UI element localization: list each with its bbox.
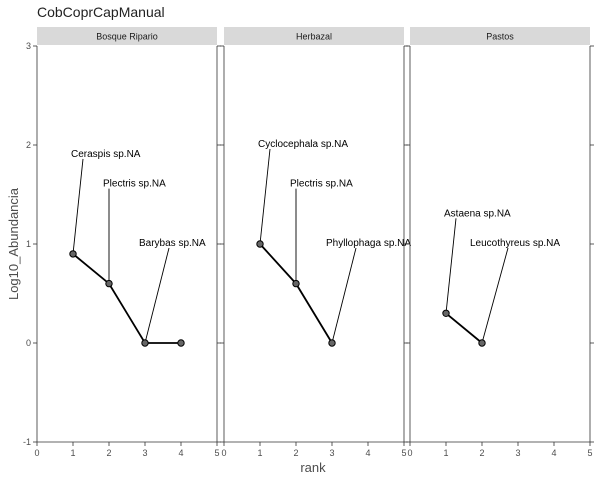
x-tick-label: 4 (551, 448, 556, 458)
data-point (256, 240, 264, 248)
x-tick-label: 1 (70, 448, 75, 458)
data-point (69, 250, 77, 258)
label-leader-line (481, 247, 509, 344)
species-label: Plectris sp.NA (103, 179, 166, 190)
data-point (478, 339, 486, 347)
y-tick-label: 0 (26, 338, 31, 348)
x-tick-label: 1 (257, 448, 262, 458)
x-tick-label: 4 (178, 448, 183, 458)
facet-panel: Herbazal 0 1 2 3 4 5 Cyclocephala sp.NA Plectris… (220, 27, 411, 458)
x-tick-label: 5 (214, 448, 219, 458)
species-label: Barybas sp.NA (139, 238, 206, 249)
facet-strip (37, 27, 217, 45)
species-label: Cyclocephala sp.NA (258, 139, 348, 150)
y-tick-label: -1 (23, 437, 31, 447)
label-leader-line (445, 218, 457, 314)
facet-strip-label: Bosque Ripario (96, 32, 158, 42)
species-label: Ceraspis sp.NA (71, 149, 141, 160)
y-tick-label: 2 (26, 140, 31, 150)
facet-strip (224, 27, 404, 45)
data-point (105, 279, 113, 288)
x-tick-label: 2 (293, 448, 298, 458)
facet-strip-label: Pastos (486, 32, 514, 42)
x-tick-label: 3 (142, 448, 147, 458)
x-tick-label: 5 (587, 448, 592, 458)
series-line (445, 312, 483, 344)
y-axis-title: Log10_Abundancia (6, 187, 21, 300)
label-leader-line (259, 148, 271, 245)
x-tick-label: 3 (515, 448, 520, 458)
x-tick-label: 0 (407, 448, 412, 458)
series-line (72, 253, 181, 344)
facet-strip (410, 27, 590, 45)
species-label: Phyllophaga sp.NA (326, 238, 411, 249)
x-tick-label: 3 (329, 448, 334, 458)
species-label: Leucothyreus sp.NA (470, 238, 560, 249)
data-point (442, 309, 450, 317)
x-tick-label: 2 (106, 448, 111, 458)
species-label: Plectris sp.NA (290, 179, 353, 190)
species-label: Astaena sp.NA (444, 208, 511, 219)
chart-title: CobCoprCapManual (37, 4, 165, 20)
label-leader-line (331, 247, 357, 344)
data-point (328, 339, 336, 347)
x-axis-title: rank (300, 460, 326, 475)
x-tick-label: 5 (401, 448, 406, 458)
x-tick-label: 2 (479, 448, 484, 458)
data-point (177, 339, 185, 347)
x-tick-label: 0 (221, 448, 226, 458)
facet-panel: Pastos 0 1 2 3 4 5 Astaena sp.NA Leucothyreus sp… (406, 27, 594, 458)
data-point (292, 279, 300, 288)
label-leader-line (72, 158, 84, 254)
x-tick-label: 1 (443, 448, 448, 458)
label-leader-line (144, 247, 170, 344)
x-tick-label: 0 (34, 448, 39, 458)
y-tick-label: 1 (26, 239, 31, 249)
data-point (141, 339, 149, 347)
x-tick-label: 4 (365, 448, 370, 458)
facet-strip-label: Herbazal (296, 32, 332, 42)
y-tick-label: 3 (26, 41, 31, 51)
